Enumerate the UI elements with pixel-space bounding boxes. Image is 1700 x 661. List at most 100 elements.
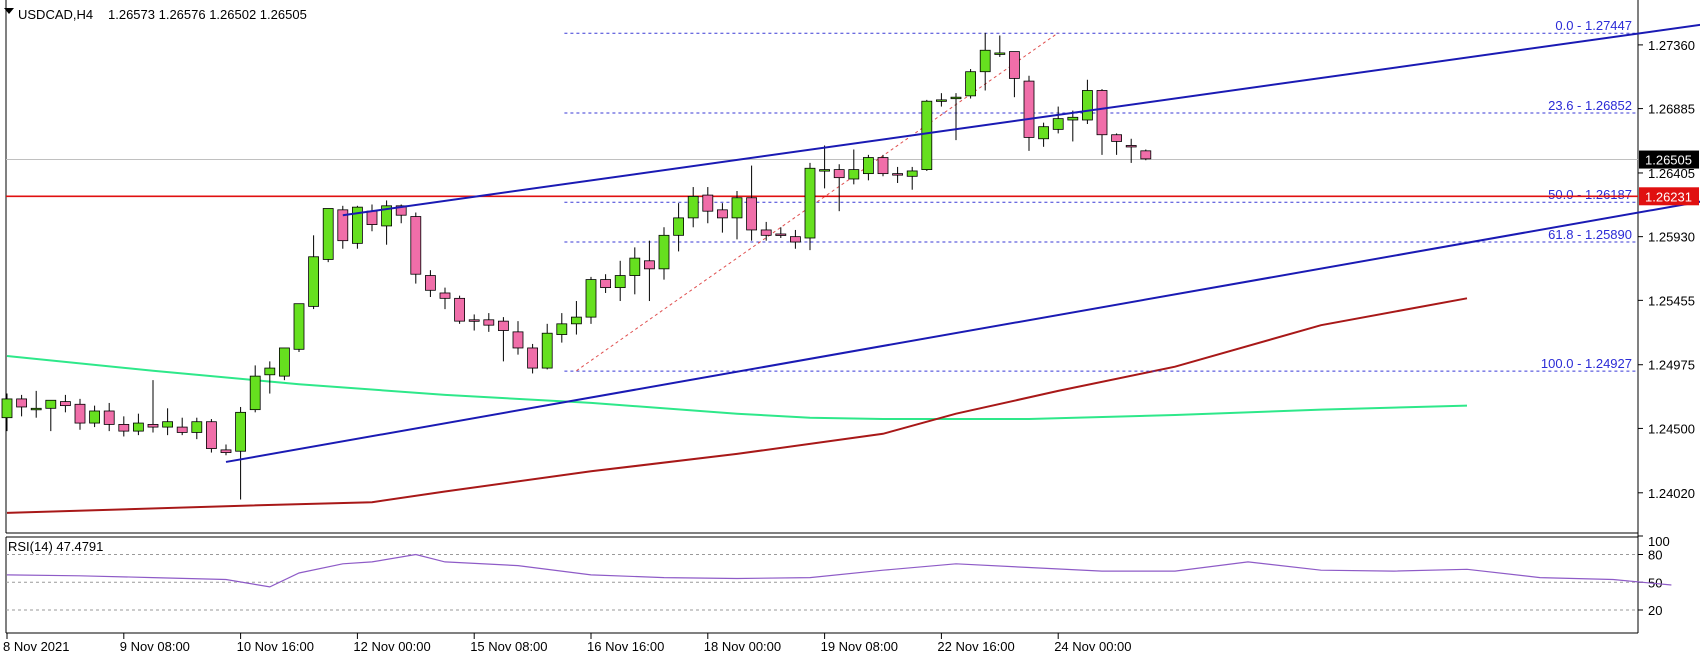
candle-body xyxy=(775,233,787,236)
rsi-tick-label: 20 xyxy=(1648,603,1662,618)
candle xyxy=(906,166,918,190)
candle-body xyxy=(527,347,538,369)
candle-body xyxy=(863,157,874,175)
fibonacci-retracement: 0.0 - 1.27447 23.6 - 1.26852 50.0 - 1.2618… xyxy=(6,18,1638,372)
candle xyxy=(585,276,597,324)
candle-body xyxy=(556,323,568,335)
candle-body xyxy=(629,257,641,276)
rsi-tick-label: 50 xyxy=(1648,575,1662,590)
candle-body xyxy=(483,319,495,326)
fib-level-label: 0.0 - 1.27447 xyxy=(1555,18,1632,33)
candle-body xyxy=(264,367,276,376)
candle xyxy=(424,270,436,298)
candle-body xyxy=(600,279,611,289)
candle xyxy=(337,205,349,249)
candle xyxy=(702,187,714,224)
fib-diagonal-line xyxy=(576,32,1059,372)
candle xyxy=(1009,51,1020,98)
current-price-badge xyxy=(1639,150,1699,169)
time-tick-label: 12 Nov 00:00 xyxy=(353,639,430,654)
candle-body xyxy=(673,217,684,236)
candle xyxy=(614,260,626,302)
candle-body xyxy=(293,303,305,350)
time-tick-label: 24 Nov 00:00 xyxy=(1054,639,1131,654)
time-tick-label: 8 Nov 2021 xyxy=(3,639,70,654)
ohlc-label: 1.26573 1.26576 1.26502 1.26505 xyxy=(108,7,307,22)
candle xyxy=(1,393,13,432)
candle xyxy=(322,208,334,263)
candle-body xyxy=(906,170,918,177)
candle xyxy=(89,405,100,428)
candle-body xyxy=(424,275,436,291)
trend-lines xyxy=(225,23,1700,463)
candle xyxy=(731,191,743,240)
candle xyxy=(118,416,130,437)
candle-body xyxy=(410,216,422,275)
candle-body xyxy=(614,275,626,289)
time-tick-label: 18 Nov 00:00 xyxy=(704,639,781,654)
candle xyxy=(483,313,495,332)
candle-body xyxy=(1096,90,1108,136)
candle-body xyxy=(45,399,57,409)
candle xyxy=(658,227,670,280)
candle-body xyxy=(1067,116,1079,121)
candle xyxy=(687,187,699,228)
candle-body xyxy=(147,423,159,428)
candle-body xyxy=(351,206,363,244)
candle xyxy=(556,313,568,343)
candle-body xyxy=(1111,134,1122,142)
support-price-label: 1.26231 xyxy=(1645,189,1692,204)
candle-body xyxy=(278,347,290,377)
candle-body xyxy=(249,375,261,411)
price-tick-label: 1.24975 xyxy=(1648,358,1695,373)
candle xyxy=(1038,122,1049,147)
ma-fast-line xyxy=(6,355,1468,420)
candle-body xyxy=(322,208,334,260)
moving-averages xyxy=(6,297,1468,514)
candle-body xyxy=(644,260,655,270)
candle xyxy=(629,247,641,295)
candle xyxy=(965,69,976,99)
candle-body xyxy=(205,421,217,449)
candle xyxy=(381,200,393,245)
candle-body xyxy=(454,297,466,322)
fib-level-label: 100.0 - 1.24927 xyxy=(1541,356,1632,371)
candle xyxy=(191,417,203,440)
time-tick-label: 9 Nov 08:00 xyxy=(120,639,190,654)
candle-body xyxy=(395,205,407,216)
candle xyxy=(60,394,71,413)
time-tick-label: 15 Nov 08:00 xyxy=(470,639,547,654)
candle-body xyxy=(381,205,393,227)
rsi-tick-label: 100 xyxy=(1648,534,1670,549)
candle-body xyxy=(162,421,174,428)
candle xyxy=(264,361,276,394)
time-axis: 8 Nov 2021 9 Nov 08:00 10 Nov 16:00 12 Nov … xyxy=(3,633,1132,654)
candle-body xyxy=(220,449,232,453)
channel-lower-line xyxy=(225,200,1700,463)
candle-body xyxy=(658,234,670,270)
candle xyxy=(644,240,655,302)
price-tick-label: 1.27360 xyxy=(1648,38,1695,53)
dropdown-triangle-icon[interactable] xyxy=(4,8,14,14)
candle-body xyxy=(103,410,115,425)
candle-body xyxy=(497,320,509,331)
candle-body xyxy=(746,197,757,231)
price-tick-label: 1.26885 xyxy=(1648,102,1695,117)
channel-upper-line xyxy=(342,23,1700,217)
fib-level-label: 50.0 - 1.26187 xyxy=(1548,187,1632,202)
candle-body xyxy=(191,421,203,433)
candle xyxy=(950,93,962,141)
candle xyxy=(1140,149,1152,161)
candle-body xyxy=(790,236,801,243)
candle-body xyxy=(950,96,962,100)
candle xyxy=(468,314,480,331)
candle xyxy=(278,347,290,381)
candle xyxy=(147,380,159,433)
candle-body xyxy=(687,196,699,219)
candle xyxy=(760,221,772,241)
price-axis: 1.27360 1.26885 1.26405 1.25930 1.25455 1.249… xyxy=(1638,38,1699,501)
candle-body xyxy=(804,167,816,239)
